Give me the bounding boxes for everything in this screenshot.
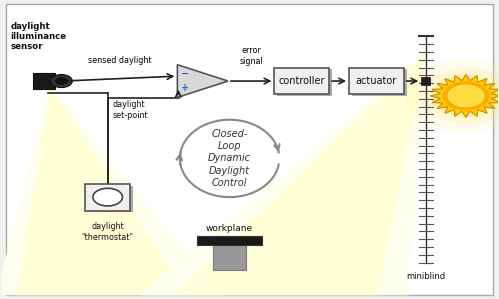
Text: miniblind: miniblind <box>407 271 446 280</box>
Circle shape <box>443 82 489 110</box>
FancyBboxPatch shape <box>274 68 329 94</box>
Polygon shape <box>175 51 426 295</box>
Polygon shape <box>0 87 225 295</box>
FancyBboxPatch shape <box>421 77 430 85</box>
Circle shape <box>50 74 72 88</box>
Polygon shape <box>33 73 55 89</box>
Text: daylight
set-point: daylight set-point <box>113 100 148 120</box>
FancyBboxPatch shape <box>197 237 262 245</box>
FancyBboxPatch shape <box>88 185 133 212</box>
Text: −: − <box>181 69 190 79</box>
Text: daylight
"thermostat": daylight "thermostat" <box>82 222 134 242</box>
Text: Closed-
Loop
Dynamic
Daylight
Control: Closed- Loop Dynamic Daylight Control <box>208 129 251 188</box>
Text: actuator: actuator <box>356 76 397 86</box>
Polygon shape <box>140 51 426 295</box>
FancyBboxPatch shape <box>214 245 246 270</box>
Circle shape <box>431 75 499 117</box>
Text: sensed daylight: sensed daylight <box>88 56 152 65</box>
FancyBboxPatch shape <box>349 68 404 94</box>
Circle shape <box>448 85 484 107</box>
Polygon shape <box>177 65 228 97</box>
Text: workplane: workplane <box>206 225 253 234</box>
FancyBboxPatch shape <box>277 69 332 96</box>
Circle shape <box>421 69 499 123</box>
Circle shape <box>406 60 499 132</box>
Text: controller: controller <box>278 76 325 86</box>
Text: +: + <box>181 83 190 93</box>
Text: daylight
illuminance
sensor: daylight illuminance sensor <box>10 22 67 51</box>
Text: error
signal: error signal <box>240 46 263 65</box>
FancyBboxPatch shape <box>352 69 407 96</box>
FancyBboxPatch shape <box>5 4 494 295</box>
FancyBboxPatch shape <box>85 184 130 210</box>
Polygon shape <box>15 87 190 295</box>
Polygon shape <box>430 74 499 118</box>
Circle shape <box>93 188 122 206</box>
Circle shape <box>55 77 68 85</box>
